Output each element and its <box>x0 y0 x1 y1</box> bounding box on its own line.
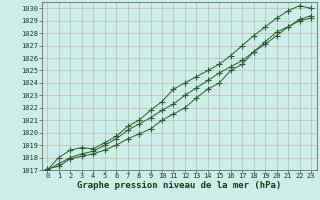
X-axis label: Graphe pression niveau de la mer (hPa): Graphe pression niveau de la mer (hPa) <box>77 181 281 190</box>
